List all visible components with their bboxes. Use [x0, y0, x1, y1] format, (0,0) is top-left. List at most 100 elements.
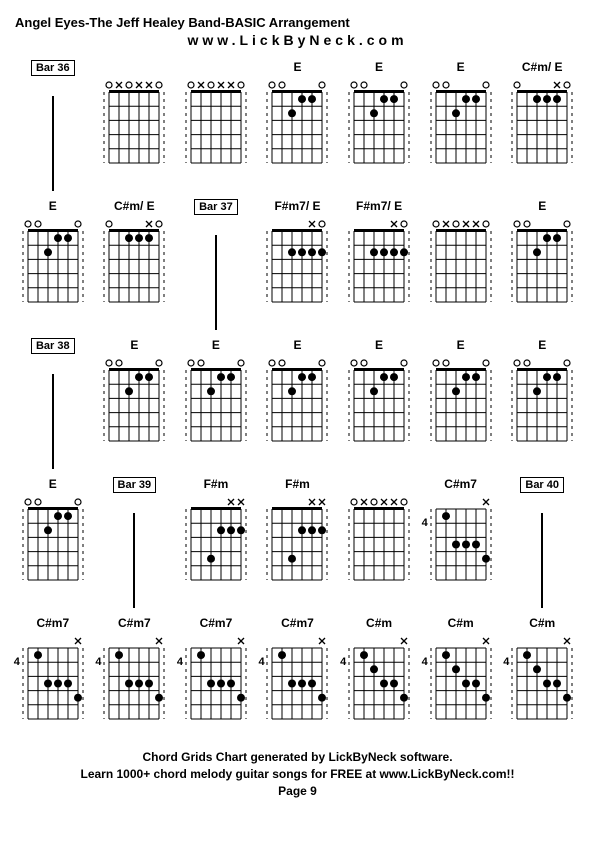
- chord-svg: [22, 217, 84, 312]
- chord-svg: [511, 356, 573, 451]
- chord-label: E: [49, 477, 57, 493]
- chord-svg: [185, 356, 247, 451]
- chord-grid: Bar 36 E E E C#m/ E E C#m/ E Bar 37 F#m7/ E F#m7…: [15, 60, 580, 729]
- bar-line: [52, 374, 54, 469]
- chord-label: [459, 199, 462, 215]
- chord-label: E: [375, 60, 383, 76]
- bar-label: Bar 38: [31, 338, 75, 354]
- bar-marker: Bar 38: [15, 338, 91, 469]
- page-number: Page 9: [15, 783, 580, 800]
- chord-diagram: E: [504, 338, 580, 469]
- page-subtitle: www.LickByNeck.com: [15, 32, 580, 48]
- chord-diagram: E: [341, 338, 417, 469]
- chord-diagram: C#m7 4: [178, 616, 254, 729]
- chord-diagram: C#m7 4: [97, 616, 173, 729]
- chord-label: E: [457, 60, 465, 76]
- chord-diagram: C#m/ E: [504, 60, 580, 191]
- chord-svg: [266, 78, 328, 173]
- chord-svg: [348, 495, 410, 590]
- chord-diagram: E: [260, 338, 336, 469]
- chord-diagram: [178, 60, 254, 191]
- chord-label: C#m/ E: [114, 199, 155, 215]
- chord-svg: 4: [348, 634, 410, 729]
- chord-label: E: [293, 338, 301, 354]
- bar-marker: Bar 39: [97, 477, 173, 608]
- chord-svg: 4: [430, 495, 492, 590]
- chord-svg: [348, 78, 410, 173]
- bar-label: Bar 36: [31, 60, 75, 76]
- chord-label: F#m7/ E: [274, 199, 320, 215]
- footer-line-1: Chord Grids Chart generated by LickByNec…: [15, 749, 580, 766]
- chord-svg: [266, 217, 328, 312]
- chord-diagram: F#m7/ E: [341, 199, 417, 330]
- chord-diagram: E: [423, 60, 499, 191]
- chord-label: [377, 477, 380, 493]
- bar-marker: Bar 36: [15, 60, 91, 191]
- chord-label: [133, 60, 136, 76]
- chord-label: E: [130, 338, 138, 354]
- chord-svg: [430, 78, 492, 173]
- fret-number: 4: [14, 656, 20, 668]
- chord-svg: 4: [266, 634, 328, 729]
- chord-diagram: E: [15, 477, 91, 608]
- chord-svg: 4: [103, 634, 165, 729]
- chord-label: F#m: [285, 477, 310, 493]
- chord-svg: [511, 217, 573, 312]
- bar-line: [133, 513, 135, 608]
- chord-label: C#m7: [200, 616, 233, 632]
- bar-line: [52, 96, 54, 191]
- chord-label: C#m: [366, 616, 392, 632]
- chord-label: E: [538, 338, 546, 354]
- chord-svg: [348, 217, 410, 312]
- chord-label: C#m: [529, 616, 555, 632]
- fret-number: 4: [258, 656, 264, 668]
- chord-diagram: F#m: [260, 477, 336, 608]
- fret-number: 4: [422, 517, 428, 529]
- page-footer: Chord Grids Chart generated by LickByNec…: [15, 749, 580, 799]
- chord-diagram: C#m7 4: [423, 477, 499, 608]
- chord-svg: 4: [22, 634, 84, 729]
- chord-svg: [266, 356, 328, 451]
- chord-svg: [103, 78, 165, 173]
- chord-diagram: C#m7 4: [15, 616, 91, 729]
- chord-svg: 4: [430, 634, 492, 729]
- chord-label: C#m7: [281, 616, 314, 632]
- chord-label: C#m/ E: [522, 60, 563, 76]
- chord-diagram: E: [97, 338, 173, 469]
- bar-label: Bar 37: [194, 199, 238, 215]
- chord-label: C#m7: [36, 616, 69, 632]
- chord-label: E: [538, 199, 546, 215]
- chord-svg: 4: [185, 634, 247, 729]
- chord-diagram: [423, 199, 499, 330]
- chord-label: E: [49, 199, 57, 215]
- bar-marker: Bar 40: [504, 477, 580, 608]
- chord-label: E: [212, 338, 220, 354]
- bar-line: [541, 513, 543, 608]
- chord-diagram: C#m4: [504, 616, 580, 729]
- fret-number: 4: [422, 656, 428, 668]
- chord-diagram: [97, 60, 173, 191]
- bar-line: [215, 235, 217, 330]
- chord-label: E: [457, 338, 465, 354]
- chord-diagram: C#m 4: [341, 616, 417, 729]
- chord-diagram: E: [341, 60, 417, 191]
- chord-label: C#m7: [118, 616, 151, 632]
- chord-diagram: E: [260, 60, 336, 191]
- chord-label: C#m7: [444, 477, 477, 493]
- bar-marker: Bar 37: [178, 199, 254, 330]
- chord-diagram: E: [504, 199, 580, 330]
- fret-number: 4: [177, 656, 183, 668]
- chord-diagram: C#m7 4: [260, 616, 336, 729]
- chord-label: F#m7/ E: [356, 199, 402, 215]
- bar-label: Bar 40: [520, 477, 564, 493]
- chord-svg: [430, 356, 492, 451]
- chord-label: [214, 60, 217, 76]
- chord-diagram: E: [423, 338, 499, 469]
- chord-svg: [348, 356, 410, 451]
- chord-diagram: F#m7/ E: [260, 199, 336, 330]
- bar-label: Bar 39: [113, 477, 157, 493]
- chord-label: E: [375, 338, 383, 354]
- chord-label: E: [293, 60, 301, 76]
- chord-svg: [430, 217, 492, 312]
- page-title: Angel Eyes-The Jeff Healey Band-BASIC Ar…: [15, 15, 580, 30]
